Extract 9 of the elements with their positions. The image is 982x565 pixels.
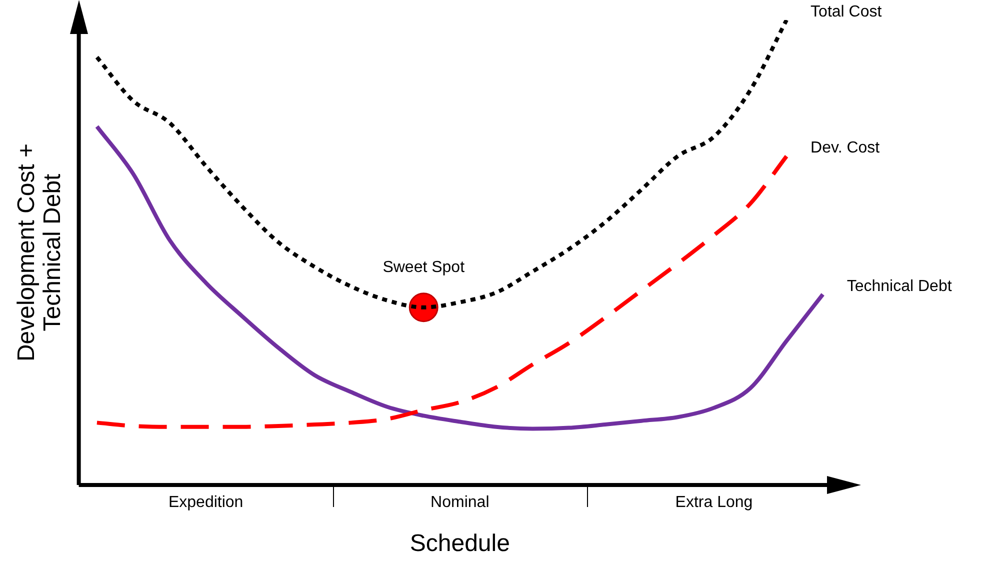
x-tick-label: Nominal [430, 494, 490, 512]
series-label: Technical Debt [846, 278, 952, 295]
y-axis-title: Development Cost + Technical Debt [12, 143, 66, 362]
series-label: Dev. Cost [810, 140, 880, 157]
series-label: Total Cost [810, 3, 882, 20]
annotation: Sweet Spot [382, 258, 466, 276]
x-axis-title: Schedule [410, 530, 510, 558]
x-tick-label: Expedition [168, 494, 244, 512]
x-tick-label: Extra Long [675, 494, 753, 512]
